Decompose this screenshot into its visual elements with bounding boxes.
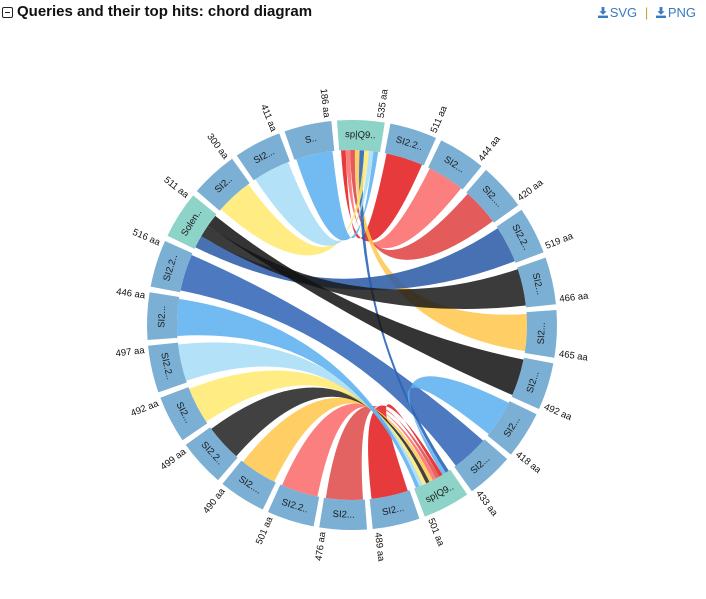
chord-segment[interactable] bbox=[319, 497, 368, 530]
segment-label: SI2... bbox=[156, 305, 168, 328]
segment-length-label: 535 aa bbox=[376, 88, 391, 119]
chord-ribbon bbox=[359, 150, 449, 473]
segment-label: SI2... bbox=[536, 322, 548, 345]
chord-segment[interactable] bbox=[185, 427, 238, 481]
collapse-toggle-icon[interactable] bbox=[2, 7, 13, 18]
segment-length-label: 501 aa bbox=[254, 515, 276, 547]
chord-ribbon bbox=[195, 228, 515, 290]
page-title: Queries and their top hits: chord diagra… bbox=[17, 3, 313, 20]
chord-segment[interactable] bbox=[336, 120, 385, 153]
chord-ribbon bbox=[354, 150, 527, 352]
chord-segment[interactable] bbox=[160, 387, 208, 441]
chord-ribbon bbox=[178, 342, 423, 487]
segment-length-label: 411 aa bbox=[258, 103, 279, 134]
chord-segment[interactable] bbox=[167, 195, 217, 249]
chord-ribbon bbox=[325, 405, 440, 500]
chord-segment[interactable] bbox=[517, 257, 556, 308]
chord-ribbon bbox=[189, 370, 427, 486]
download-svg-link[interactable]: SVG bbox=[597, 5, 641, 20]
chord-ribbon bbox=[220, 150, 369, 256]
chord-segment[interactable] bbox=[466, 169, 519, 223]
chord-segment[interactable] bbox=[267, 484, 320, 527]
segment-length-label: 490 aa bbox=[201, 486, 228, 516]
segment-length-label: 497 aa bbox=[115, 345, 146, 360]
segment-length-label: 519 aa bbox=[544, 230, 576, 251]
segment-length-label: 516 aa bbox=[131, 227, 163, 249]
download-separator: | bbox=[644, 5, 649, 20]
download-svg-label: SVG bbox=[609, 5, 638, 20]
download-png-link[interactable]: PNG bbox=[652, 5, 696, 20]
chord-ribbon bbox=[350, 150, 493, 260]
chord-segment[interactable] bbox=[369, 490, 420, 529]
header-bar: Queries and their top hits: chord diagra… bbox=[0, 0, 706, 28]
segment-length-label: 489 aa bbox=[372, 532, 387, 563]
chord-segment[interactable] bbox=[236, 133, 290, 181]
chord-segment[interactable] bbox=[147, 292, 180, 341]
chord-ribbon bbox=[255, 150, 374, 246]
download-links: SVG | PNG bbox=[597, 5, 696, 20]
segment-length-label: 476 aa bbox=[313, 530, 328, 561]
chord-segment[interactable] bbox=[148, 342, 187, 393]
chord-ribbon bbox=[281, 403, 437, 497]
chord-segment[interactable] bbox=[150, 240, 193, 293]
chord-ribbon bbox=[177, 298, 420, 488]
download-icon bbox=[655, 7, 666, 18]
segment-length-label: 466 aa bbox=[559, 290, 590, 305]
chord-ribbon bbox=[201, 225, 526, 310]
segment-length-label: 511 aa bbox=[429, 104, 450, 135]
segment-length-label: 433 aa bbox=[473, 489, 500, 519]
segment-length-label: 446 aa bbox=[115, 286, 146, 301]
chord-segment[interactable] bbox=[454, 439, 508, 492]
chord-segment[interactable] bbox=[196, 158, 250, 211]
chord-segments: sp|Q9.. SI2.2..SI2...SI2....SI2.2..SI2...… bbox=[147, 120, 557, 530]
segment-label: SI2... bbox=[381, 503, 405, 519]
chord-segment[interactable] bbox=[496, 209, 544, 263]
segment-length-label: 511 aa bbox=[162, 175, 192, 202]
segment-label: SI2... bbox=[332, 509, 355, 521]
chord-segment[interactable] bbox=[284, 121, 335, 160]
segment-length-label: 186 aa bbox=[318, 88, 333, 119]
chord-ribbon bbox=[242, 397, 433, 482]
segment-length-label: 300 aa bbox=[204, 132, 231, 162]
segment-length-label: 420 aa bbox=[516, 177, 546, 204]
chord-segment[interactable] bbox=[384, 123, 437, 166]
chord-ribbon bbox=[180, 254, 484, 466]
segment-length-label: 465 aa bbox=[558, 349, 589, 364]
segment-label: sp|Q9.. bbox=[345, 129, 376, 141]
chord-ribbon bbox=[207, 215, 524, 396]
chord-segment[interactable] bbox=[222, 460, 276, 510]
chord-segment[interactable] bbox=[428, 140, 482, 190]
segment-length-label: 501 aa bbox=[425, 517, 446, 549]
segment-length-label: 444 aa bbox=[476, 133, 503, 163]
chord-segment[interactable] bbox=[414, 469, 468, 517]
chord-segment[interactable] bbox=[524, 309, 557, 358]
chord-segment[interactable] bbox=[487, 401, 537, 455]
segment-label: SI2... bbox=[530, 272, 546, 296]
chord-segment[interactable] bbox=[511, 357, 554, 410]
segment-length-label: 492 aa bbox=[542, 402, 574, 424]
chord-ribbon bbox=[341, 150, 423, 242]
chord-ribbon bbox=[345, 150, 462, 249]
chord-links bbox=[177, 150, 527, 500]
download-icon bbox=[597, 7, 608, 18]
segment-length-label: 492 aa bbox=[129, 398, 161, 419]
segment-length-label: 499 aa bbox=[159, 446, 189, 473]
segment-length-label: 418 aa bbox=[513, 449, 543, 476]
chord-ribbon bbox=[296, 151, 379, 241]
chord-ribbon bbox=[407, 376, 509, 475]
segment-label: S.. bbox=[304, 133, 318, 146]
download-png-label: PNG bbox=[667, 5, 696, 20]
